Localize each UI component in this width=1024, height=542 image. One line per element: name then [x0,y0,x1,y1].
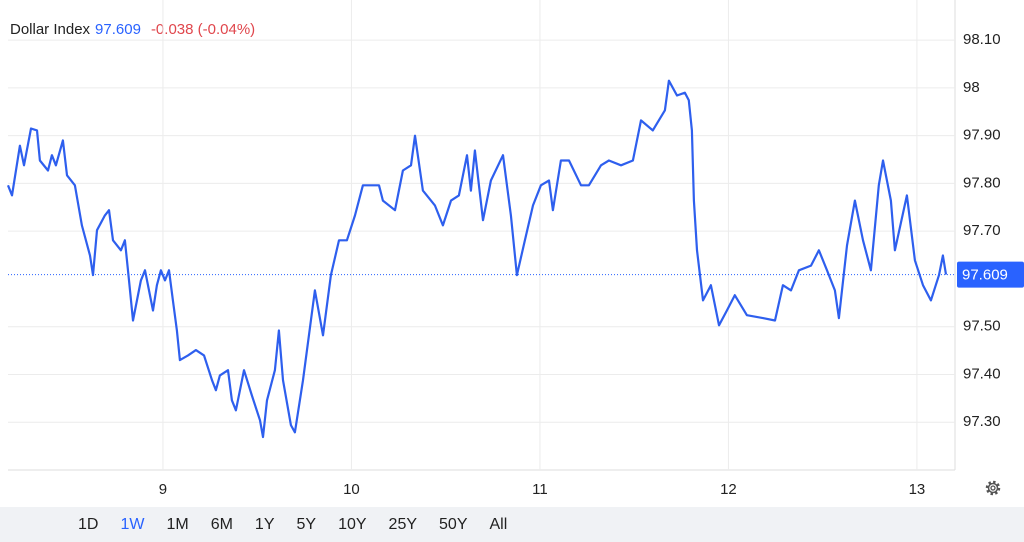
range-bar: 1D 1W 1M 6M 1Y 5Y 10Y 25Y 50Y All [0,507,1024,542]
x-tick-label: 12 [720,481,737,498]
chart: Dollar Index 97.609 -0.038 (-0.04%) 97.309… [6,0,1024,498]
y-tick-label: 97.70 [963,222,1001,239]
settings-icon[interactable] [985,480,1001,496]
x-tick-label: 9 [159,481,167,498]
y-tick-label: 97.40 [963,365,1001,382]
y-tick-label: 97.90 [963,127,1001,144]
y-tick-label: 98.10 [963,31,1001,48]
range-button[interactable]: 10Y [338,515,367,533]
last-value: 97.609 [95,21,141,38]
y-tick-label: 97.30 [963,413,1001,430]
range-button[interactable]: 1M [166,515,189,533]
range-button[interactable]: 1D [78,515,99,533]
range-button[interactable]: 1W [120,515,145,533]
x-tick-label: 11 [532,481,548,498]
y-tick-label: 97.50 [963,318,1001,335]
last-value-label: 97.609 [962,267,1008,284]
x-tick-label: 10 [343,481,360,498]
range-button[interactable]: All [489,515,508,533]
y-tick-label: 97.80 [963,174,1001,191]
change: -0.038 (-0.04%) [151,21,255,38]
title: Dollar Index [10,21,91,38]
range-button[interactable]: 5Y [296,515,317,533]
range-button[interactable]: 25Y [388,515,418,533]
range-button[interactable]: 6M [210,515,233,533]
x-tick-label: 13 [909,481,926,498]
price-line [6,79,948,439]
last-value-badge [957,261,1024,288]
chart-title: Dollar Index 97.609 -0.038 (-0.04%) [10,21,255,38]
range-button[interactable]: 1Y [254,515,275,533]
y-tick-label: 98 [963,79,980,96]
range-button[interactable]: 50Y [439,515,468,533]
